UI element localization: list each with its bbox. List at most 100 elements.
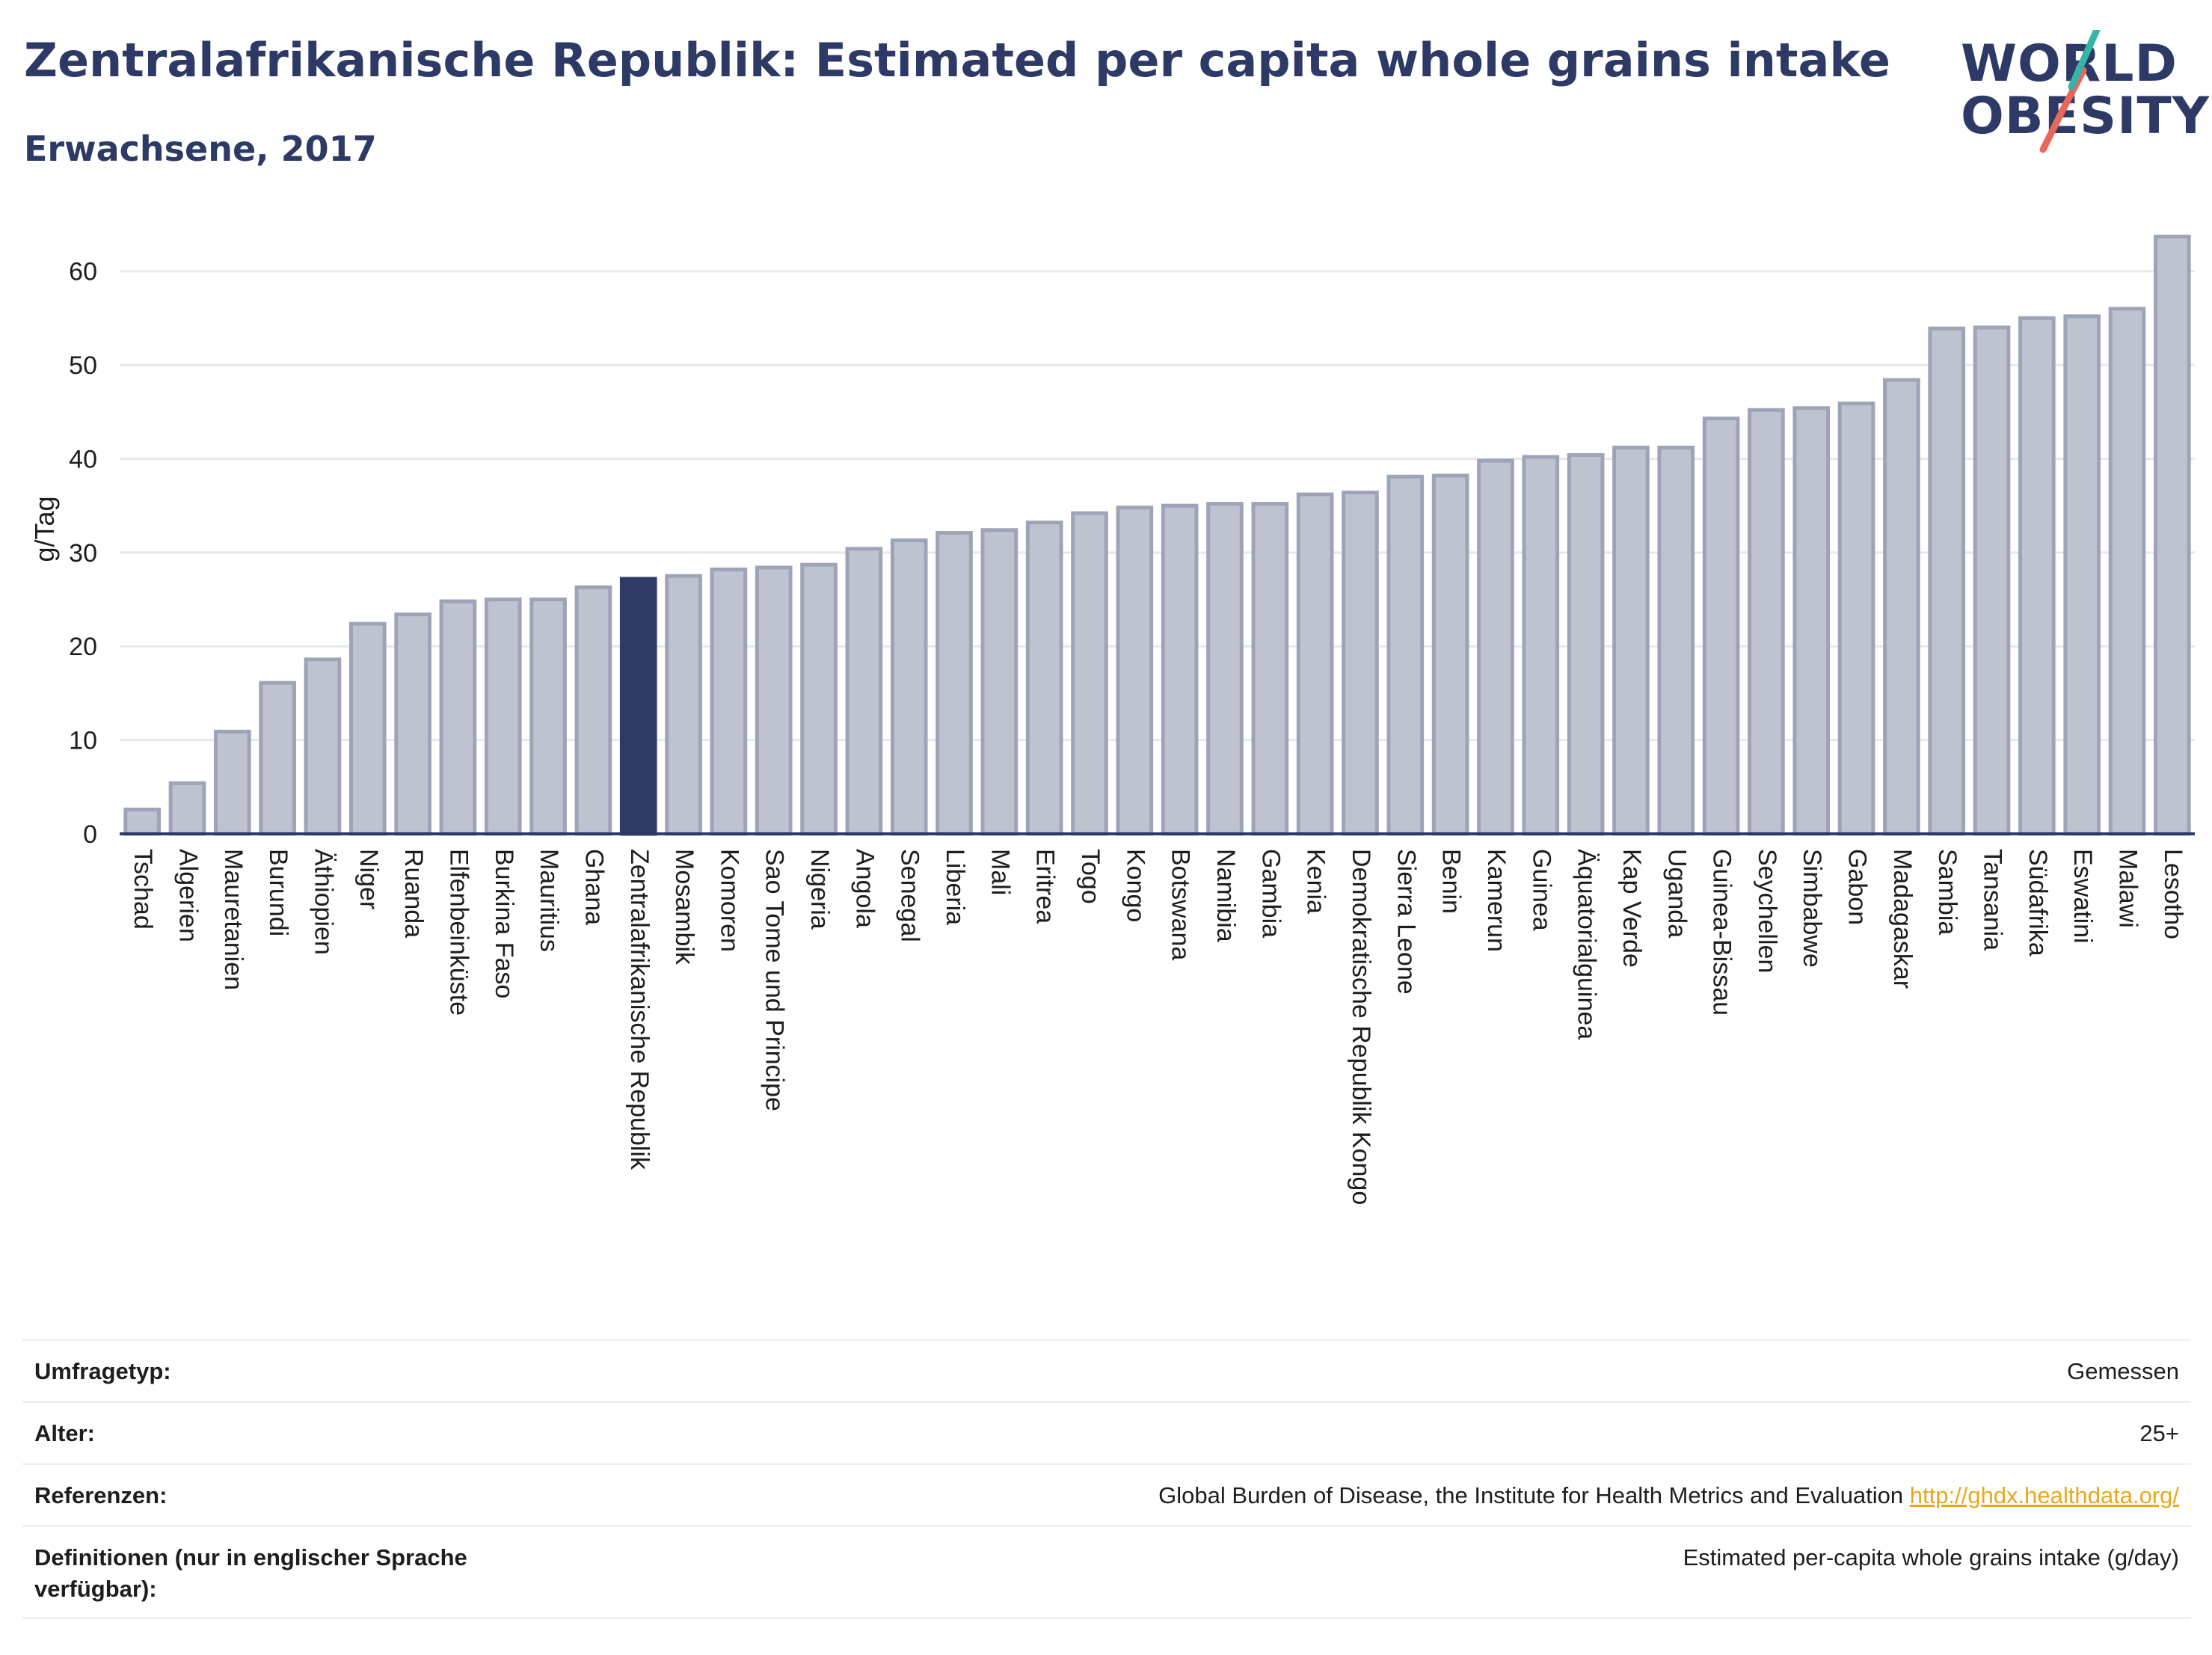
info-label: Umfragetyp:	[34, 1358, 171, 1384]
bar	[1251, 502, 1289, 836]
bar	[1883, 378, 1920, 836]
world-obesity-logo[interactable]: WORLD OBESITY	[1959, 30, 2209, 161]
bar	[1522, 455, 1560, 836]
info-label: Definitionen (nur in englischer Sprache …	[34, 1544, 467, 1602]
x-tick-label: Elfenbeinküste	[444, 849, 473, 1016]
bar	[936, 531, 973, 836]
x-tick-label: Botswana	[1167, 849, 1195, 960]
bar	[2154, 234, 2191, 836]
x-tick-label: Benin	[1437, 849, 1466, 914]
y-tick-label: 40	[69, 445, 97, 473]
y-tick-label: 10	[69, 727, 97, 755]
bar	[1071, 511, 1108, 836]
bar	[123, 807, 161, 836]
x-tick-label: Südafrika	[2024, 849, 2052, 957]
bar	[439, 599, 477, 836]
x-tick-label: Sao Tome und Principe	[761, 849, 789, 1111]
x-tick-label: Madagaskar	[1888, 849, 1917, 989]
info-value: Global Burden of Disease, the Institute …	[1158, 1480, 2179, 1511]
x-tick-label: Eswatini	[2068, 849, 2097, 944]
bar	[1973, 325, 2011, 836]
x-tick-label: Kamerun	[1482, 849, 1511, 952]
bar	[574, 585, 612, 836]
bar	[168, 781, 206, 836]
bar	[619, 577, 657, 836]
x-tick-label: Seychellen	[1753, 849, 1781, 973]
chart-subtitle: Erwachsene, 2017	[24, 129, 377, 169]
x-tick-label: Senegal	[896, 849, 924, 942]
x-tick-label: Eritrea	[1031, 849, 1060, 924]
x-tick-label: Gambia	[1256, 849, 1285, 938]
x-tick-label: Lesotho	[2159, 849, 2187, 939]
x-tick-label: Mauritius	[535, 849, 563, 952]
logo-slash-icon	[2039, 30, 2101, 153]
bar	[2063, 314, 2101, 836]
x-tick-label: Äthiopien	[309, 849, 337, 955]
bar	[1116, 506, 1154, 836]
x-tick-label: Guinea	[1527, 849, 1555, 931]
bar	[710, 567, 748, 836]
x-tick-label: Mosambik	[670, 849, 698, 965]
bar	[980, 528, 1019, 836]
bar	[259, 681, 296, 836]
x-tick-label: Burkina Faso	[490, 849, 518, 998]
x-tick-label: Kenia	[1302, 849, 1330, 914]
bar	[1206, 502, 1244, 836]
bar	[1161, 503, 1199, 836]
x-tick-label: Mali	[986, 849, 1014, 895]
x-tick-label: Niger	[354, 849, 383, 909]
info-value: Gemessen	[2067, 1358, 2179, 1384]
bar	[1928, 326, 1966, 836]
x-tick-label: Kap Verde	[1617, 849, 1646, 968]
chart-title: Zentralafrikanische Republik: Estimated …	[24, 33, 1890, 87]
bar	[1567, 452, 1605, 836]
x-tick-label: Gabon	[1843, 849, 1872, 925]
bar	[1657, 445, 1695, 836]
y-tick-label: 60	[69, 258, 97, 286]
bar	[2108, 307, 2146, 836]
bar	[213, 729, 251, 836]
bar	[1837, 401, 1875, 836]
bar	[484, 598, 522, 836]
x-tick-label: Sierra Leone	[1392, 849, 1420, 995]
info-row-survey-type: Umfragetyp: Gemessen	[22, 1339, 2191, 1401]
y-tick-label: 30	[69, 539, 97, 568]
bar	[755, 565, 793, 836]
info-row-age: Alter: 25+	[22, 1401, 2191, 1463]
x-tick-label: Namibia	[1211, 849, 1240, 942]
y-tick-label: 20	[69, 633, 97, 661]
x-tick-label: Tansania	[1979, 849, 2007, 951]
x-tick-label: Demokratische Republik Kongo	[1347, 849, 1375, 1205]
x-tick-label: Malawi	[2114, 849, 2142, 928]
bar	[1386, 474, 1425, 836]
bar	[1296, 492, 1334, 836]
x-tick-label: Guinea-Bissau	[1708, 849, 1736, 1016]
bar-chart: 0 10 20 30 40 50 60 g/Tag Tschad Algerien Mauretan…	[29, 234, 2195, 1205]
bar	[1025, 521, 1063, 836]
y-axis-label: g/Tag	[29, 496, 60, 562]
x-tick-label: Kongo	[1121, 849, 1149, 922]
bar	[1748, 408, 1785, 836]
x-tick-label: Algerien	[173, 849, 202, 942]
bar	[1702, 417, 1740, 836]
x-tick-label: Angola	[850, 849, 879, 928]
bar	[845, 547, 883, 836]
info-label: Referenzen:	[34, 1482, 168, 1508]
logo-text-obesity: OBESITY	[1961, 87, 2210, 146]
reference-link[interactable]: http://ghdx.healthdata.org/	[1909, 1482, 2179, 1508]
x-tick-label: Äquatorialguinea	[1573, 849, 1601, 1040]
bar	[1612, 445, 1650, 836]
x-tick-label: Togo	[1076, 849, 1105, 904]
x-tick-label: Ghana	[580, 849, 608, 925]
bar	[394, 612, 431, 836]
x-tick-label: Komoren	[715, 849, 743, 952]
bar	[1342, 491, 1379, 836]
info-value: Estimated per-capita whole grains intake…	[1683, 1544, 2179, 1570]
bar	[304, 657, 342, 836]
bar	[348, 621, 387, 836]
info-value: 25+	[2139, 1420, 2179, 1446]
info-row-references: Referenzen: Global Burden of Disease, th…	[22, 1463, 2191, 1525]
x-tick-label: Mauretanien	[219, 849, 248, 990]
y-tick-label: 0	[83, 820, 97, 849]
x-tick-label: Tschad	[129, 849, 157, 930]
